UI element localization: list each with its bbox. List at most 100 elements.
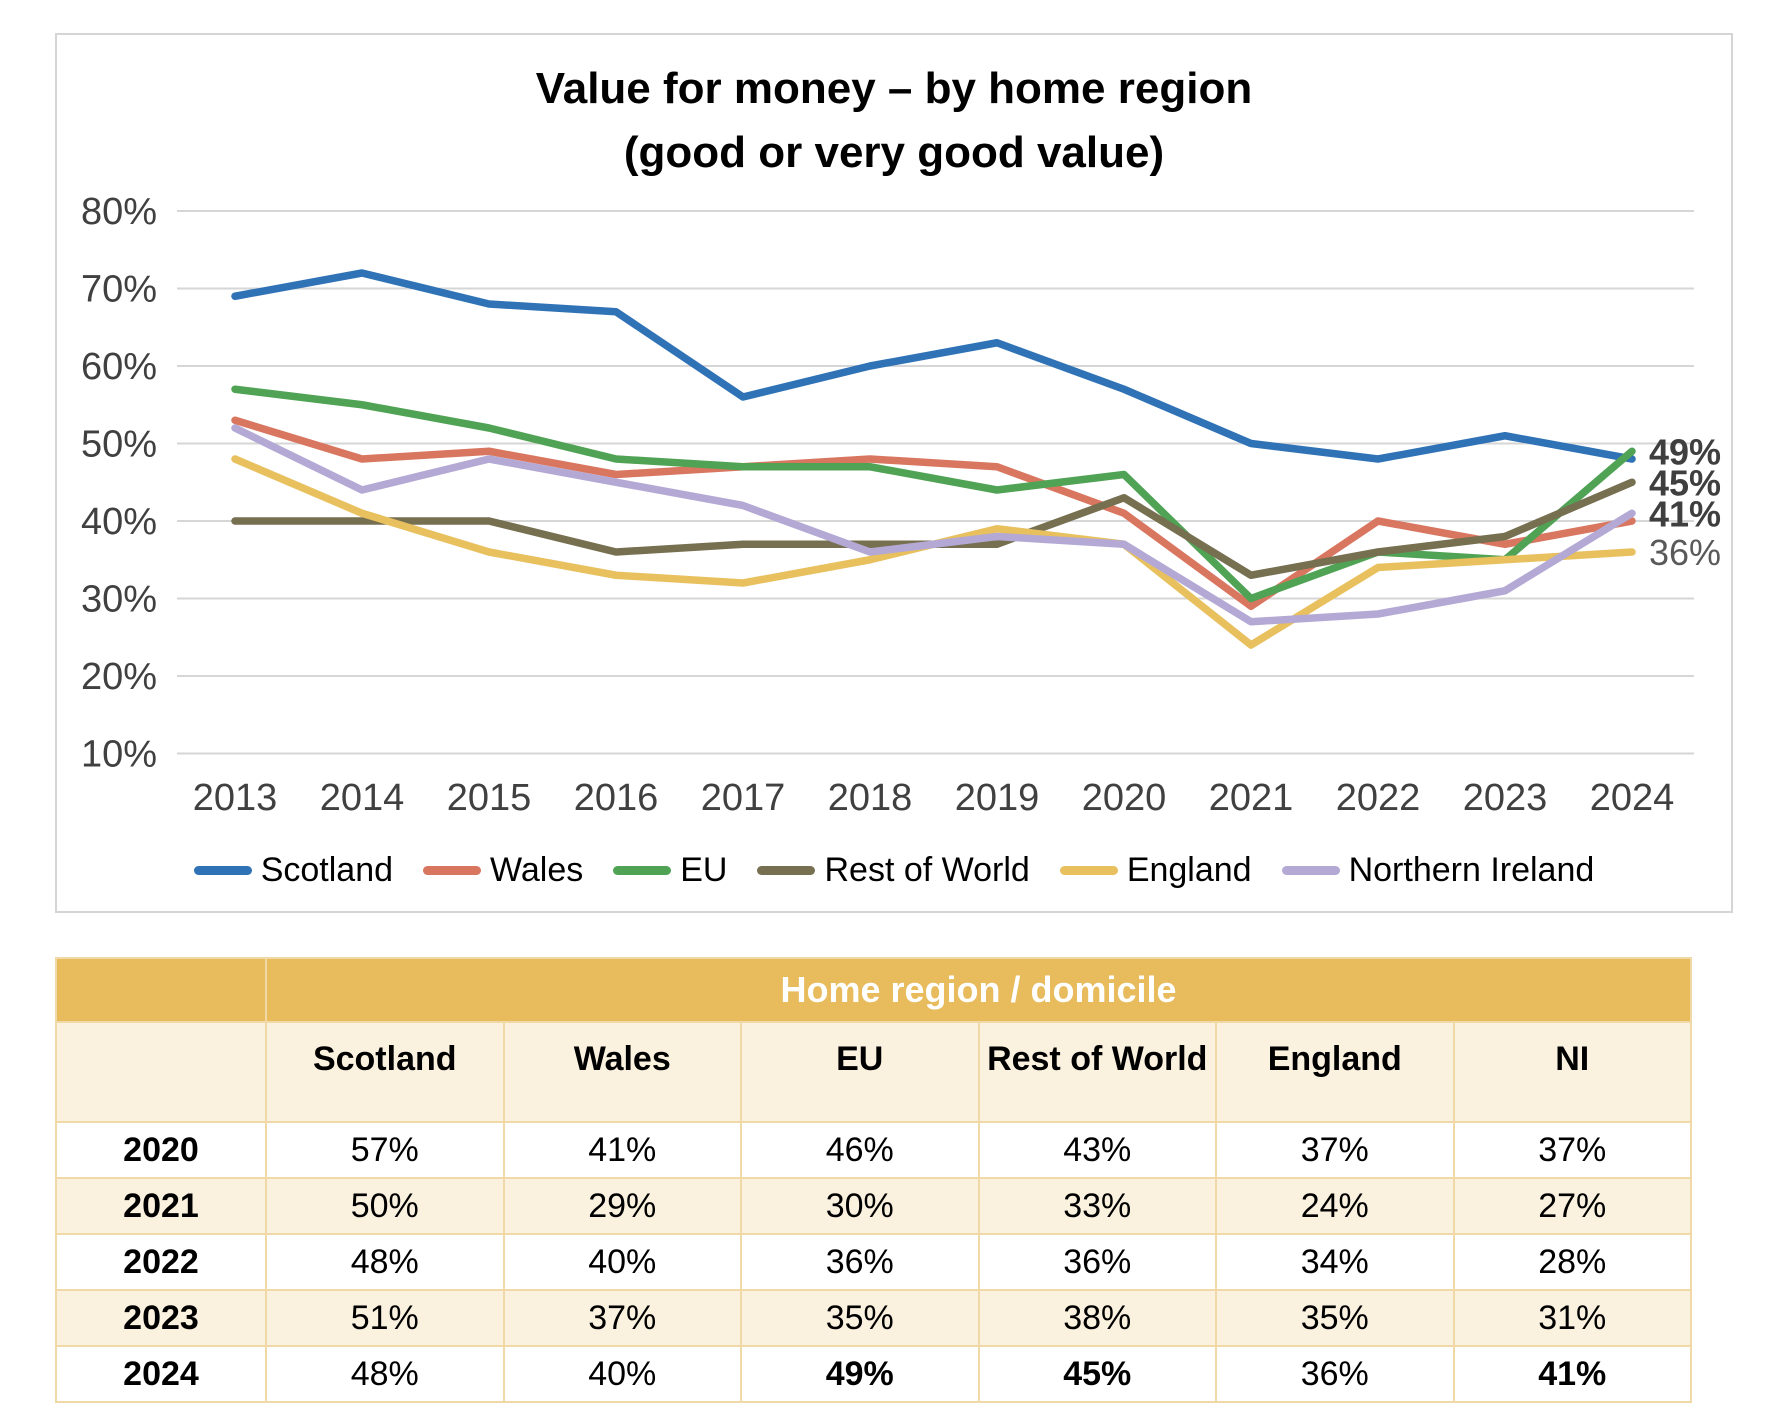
year-cell: 2021 [55, 1177, 267, 1235]
value-cell: 57% [265, 1121, 505, 1179]
y-tick-label: 70% [81, 269, 157, 311]
legend-swatch [423, 866, 482, 875]
y-tick-label: 30% [81, 579, 157, 621]
legend-swatch [757, 866, 816, 875]
x-tick-label: 2016 [574, 777, 659, 819]
value-cell: 30% [740, 1177, 980, 1235]
value-cell: 45% [977, 1345, 1217, 1403]
value-cell: 41% [1452, 1345, 1693, 1403]
x-tick-label: 2017 [701, 777, 786, 819]
year-cell: 2020 [55, 1121, 267, 1179]
legend-label: Rest of World [824, 851, 1030, 889]
legend-label: Northern Ireland [1348, 851, 1595, 889]
value-cell: 48% [265, 1233, 505, 1291]
data-table: Home region / domicile Scotland Wales EU Res… [55, 957, 1693, 1403]
legend-label: Scotland [260, 851, 394, 889]
value-cell: 27% [1452, 1177, 1693, 1235]
value-cell: 40% [502, 1233, 742, 1291]
value-cell: 50% [265, 1177, 505, 1235]
legend-item-scotland: Scotland [193, 851, 394, 890]
x-tick-label: 2015 [447, 777, 532, 819]
x-tick-label: 2021 [1209, 777, 1294, 819]
chart-card: Value for money – by home region (good o… [55, 33, 1733, 913]
value-cell: 37% [502, 1289, 742, 1347]
value-cell: 40% [502, 1345, 742, 1403]
series-line-northern-ireland [231, 424, 1636, 626]
column-header-rest-of-world: Rest of World [977, 1021, 1217, 1123]
value-cell: 28% [1452, 1233, 1693, 1291]
x-tick-label: 2020 [1082, 777, 1167, 819]
legend-label: Wales [490, 851, 584, 889]
y-tick-label: 50% [81, 424, 157, 466]
year-cell: 2023 [55, 1289, 267, 1347]
table-corner-cell [55, 957, 267, 1023]
chart-subtitle: (good or very good value) [623, 128, 1165, 177]
value-cell: 46% [740, 1121, 980, 1179]
line-chart: 80% 70% 60% 50% 40% 30% 20% 10% 2013 2014 2015 2016… [81, 191, 1721, 819]
table-row-2022: 2022 48% 40% 36% 36% 34% 28% [55, 1233, 1693, 1291]
series-end-label: 49% [1649, 431, 1721, 472]
x-tick-label: 2023 [1463, 777, 1548, 819]
year-cell: 2022 [55, 1233, 267, 1291]
x-tick-label: 2022 [1336, 777, 1421, 819]
legend-item-eu: EU [613, 851, 727, 890]
series-line-wales [231, 416, 1636, 610]
column-header-ni: NI [1452, 1021, 1693, 1123]
table-row-2020: 2020 57% 41% 46% 43% 37% 37% [55, 1121, 1693, 1179]
series-end-label: 45% [1649, 462, 1721, 503]
table-row-2021: 2021 50% 29% 30% 33% 24% 27% [55, 1177, 1693, 1235]
value-cell: 34% [1215, 1233, 1455, 1291]
legend-swatch [1059, 866, 1118, 875]
x-tick-label: 2018 [828, 777, 913, 819]
chart-title: Value for money – by home region [535, 64, 1253, 113]
x-tick-label: 2013 [193, 777, 278, 819]
legend-item-wales: Wales [423, 851, 583, 890]
legend-swatch [193, 866, 252, 875]
value-cell: 37% [1215, 1121, 1455, 1179]
legend-item-northern-ireland: Northern Ireland [1281, 851, 1595, 890]
value-cell: 35% [740, 1289, 980, 1347]
value-cell: 41% [502, 1121, 742, 1179]
year-cell: 2024 [55, 1345, 267, 1403]
chart-title-block: Value for money – by home region (good o… [57, 57, 1731, 185]
value-cell: 43% [977, 1121, 1217, 1179]
series-line-eu [231, 385, 1636, 603]
column-header-eu: EU [740, 1021, 980, 1123]
value-cell: 37% [1452, 1121, 1693, 1179]
column-header-scotland: Scotland [265, 1021, 505, 1123]
value-cell: 38% [977, 1289, 1217, 1347]
legend-label: EU [680, 851, 728, 889]
value-cell: 36% [740, 1233, 980, 1291]
column-header-wales: Wales [502, 1021, 742, 1123]
legend-item-rest-of-world: Rest of World [757, 851, 1030, 890]
legend-item-england: England [1059, 851, 1252, 890]
x-tick-label: 2014 [320, 777, 405, 819]
table-empty-header [55, 1021, 267, 1123]
chart-legend: Scotland Wales EU Rest of World England North… [57, 851, 1731, 890]
value-cell: 31% [1452, 1289, 1693, 1347]
table-row-2024: 2024 48% 40% 49% 45% 36% 41% [55, 1345, 1693, 1403]
value-cell: 29% [502, 1177, 742, 1235]
value-cell: 33% [977, 1177, 1217, 1235]
value-cell: 49% [740, 1345, 980, 1403]
x-tick-label: 2024 [1590, 777, 1675, 819]
value-cell: 36% [1215, 1345, 1455, 1403]
value-cell: 35% [1215, 1289, 1455, 1347]
legend-label: England [1126, 851, 1252, 889]
series-end-label: 41% [1649, 493, 1721, 534]
series-end-label: 36% [1649, 532, 1721, 573]
value-cell: 48% [265, 1345, 505, 1403]
y-tick-label: 60% [81, 346, 157, 388]
legend-swatch [1281, 866, 1340, 875]
y-tick-label: 10% [81, 734, 157, 776]
series-line-scotland [231, 269, 1636, 463]
value-cell: 24% [1215, 1177, 1455, 1235]
table-merged-header: Home region / domicile [264, 957, 1693, 1023]
y-tick-label: 20% [81, 656, 157, 698]
table-row-2023: 2023 51% 37% 35% 38% 35% 31% [55, 1289, 1693, 1347]
column-header-england: England [1215, 1021, 1455, 1123]
legend-swatch [613, 866, 672, 875]
value-cell: 51% [265, 1289, 505, 1347]
y-tick-label: 40% [81, 501, 157, 543]
